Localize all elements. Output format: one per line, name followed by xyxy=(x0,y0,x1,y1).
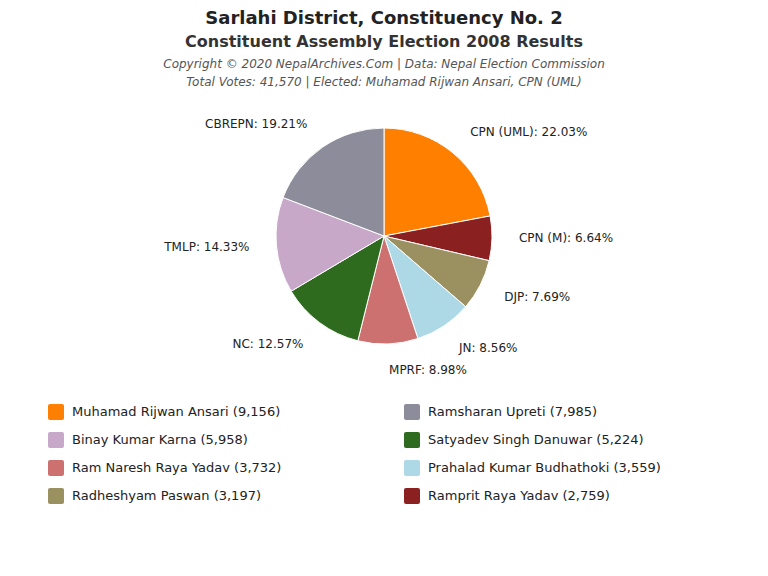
slice-label: DJP: 7.69% xyxy=(504,290,570,304)
slice-label: CPN (M): 6.64% xyxy=(519,231,613,245)
page: {"chart_data": { "type": "pie", "title":… xyxy=(0,0,768,576)
slice-label: NC: 12.57% xyxy=(232,337,303,351)
legend-label: Satyadev Singh Danuwar (5,224) xyxy=(428,432,644,447)
legend-swatch xyxy=(404,432,420,448)
legend-swatch xyxy=(48,404,64,420)
annotation: Total Votes: 41,570 | Elected: Muhamad R… xyxy=(186,75,581,89)
annotation: Copyright © 2020 NepalArchives.Com | Dat… xyxy=(163,57,605,71)
legend-label: Muhamad Rijwan Ansari (9,156) xyxy=(72,404,280,419)
slice-label: JN: 8.56% xyxy=(458,341,517,355)
title: Sarlahi District, Constituency No. 2 xyxy=(205,7,562,28)
legend-swatch xyxy=(48,432,64,448)
legend-label: Binay Kumar Karna (5,958) xyxy=(72,432,248,447)
legend-label: Ram Naresh Raya Yadav (3,732) xyxy=(72,460,281,475)
pie xyxy=(276,128,492,344)
legend-label: Ramprit Raya Yadav (2,759) xyxy=(428,488,610,503)
legend-swatch xyxy=(48,460,64,476)
legend-label: Ramsharan Upreti (7,985) xyxy=(428,404,597,419)
slice xyxy=(283,128,384,236)
subtitle: Constituent Assembly Election 2008 Resul… xyxy=(185,32,583,51)
slice-label: MPRF: 8.98% xyxy=(389,363,467,377)
legend-label: Radheshyam Paswan (3,197) xyxy=(72,488,261,503)
legend: Muhamad Rijwan Ansari (9,156) Binay Kumar… xyxy=(48,404,661,505)
legend-swatch xyxy=(404,404,420,420)
legend-swatch xyxy=(404,488,420,504)
slice-label: CPN (UML): 22.03% xyxy=(470,125,587,139)
legend-swatch xyxy=(404,460,420,476)
legend-label: Prahalad Kumar Budhathoki (3,559) xyxy=(428,460,661,475)
legend-swatch xyxy=(48,488,64,504)
slice-label: TMLP: 14.33% xyxy=(163,240,249,254)
slice-labels: CPN (UML): 22.03% CPN (M): 6.64% DJP: 7.69… xyxy=(163,117,613,377)
slice-label: CBREPN: 19.21% xyxy=(205,117,307,131)
chart: Sarlahi District, Constituency No. 2 Cons… xyxy=(0,0,768,576)
